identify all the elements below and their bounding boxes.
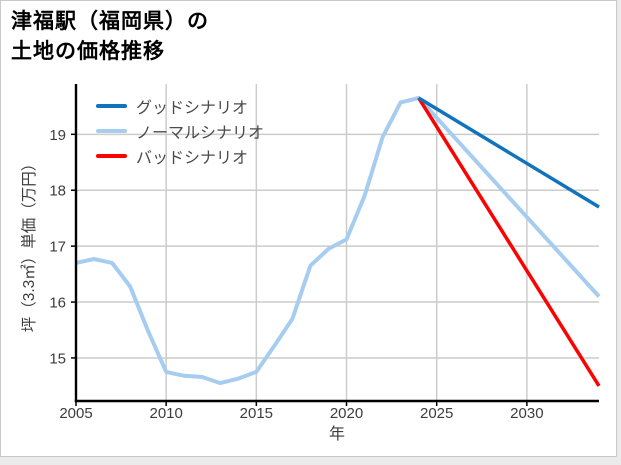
legend-item-normal: ノーマルシナリオ	[96, 118, 264, 143]
page-card: 津福駅（福岡県）の 土地の価格推移 15 16 17 18 19 2005 2010 2015…	[0, 0, 617, 457]
y-axis-label: 坪（3.3㎡）単価（万円）	[21, 155, 38, 333]
series-line-good	[417, 96, 600, 209]
y-tick-label: 18	[49, 183, 66, 200]
chart-title-line2: 土地の価格推移	[11, 40, 165, 63]
y-tick-label: 19	[49, 127, 66, 144]
legend-label-bad: バッドシナリオ	[136, 149, 249, 167]
x-tick-label: 2025	[420, 405, 453, 422]
x-tick-label: 2015	[240, 405, 273, 422]
legend-swatch-normal-line	[96, 128, 127, 133]
legend-swatch-good-line	[96, 103, 127, 108]
legend-label-good: グッドシナリオ	[136, 99, 249, 117]
x-tick-label: 2010	[149, 405, 182, 422]
chart-title: 津福駅（福岡県）の 土地の価格推移	[11, 7, 209, 67]
series-line-bad	[417, 97, 601, 387]
price-trend-line-chart: 15 16 17 18 19 2005 2010 2015 2020 2025 2030	[49, 84, 601, 422]
y-tick-label: 17	[49, 239, 66, 256]
x-axis-label: 年	[328, 426, 346, 443]
legend-item-bad: バッドシナリオ	[96, 143, 264, 168]
series-line-normal	[75, 96, 601, 386]
chart-title-line1: 津福駅（福岡県）の	[11, 10, 209, 33]
legend-swatch-bad-line	[96, 153, 127, 158]
y-tick-label: 15	[49, 350, 66, 367]
x-tick-label: 2005	[59, 405, 92, 422]
legend-label-normal: ノーマルシナリオ	[136, 124, 265, 142]
x-tick-label: 2030	[510, 405, 543, 422]
legend-item-good: グッドシナリオ	[96, 93, 264, 118]
x-tick-label: 2020	[330, 405, 363, 422]
y-tick-label: 16	[49, 295, 66, 312]
legend: グッドシナリオ ノーマルシナリオ バッドシナリオ	[96, 93, 264, 168]
